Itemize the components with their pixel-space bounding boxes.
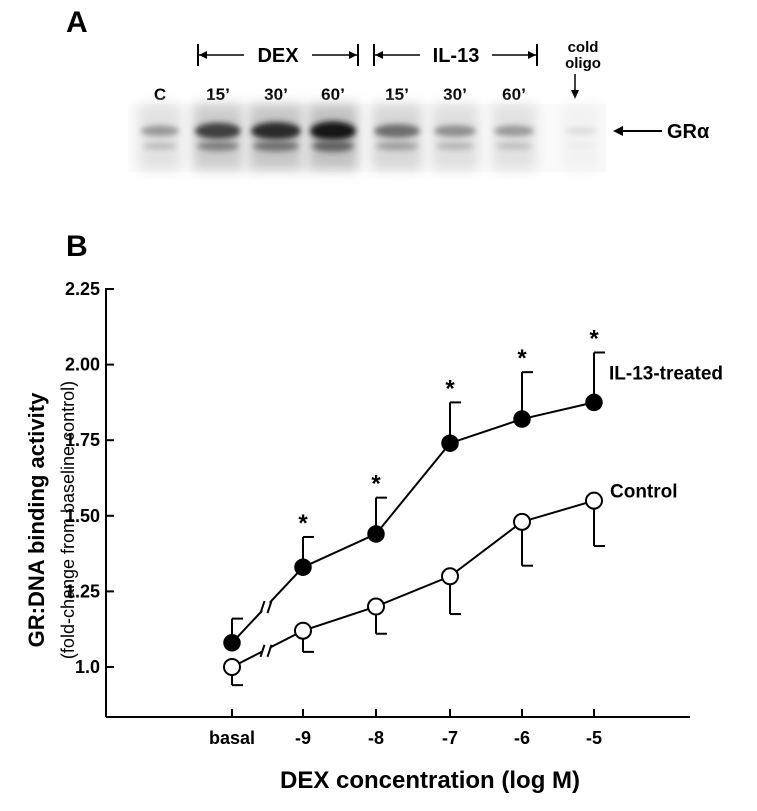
series-lines — [231, 401, 595, 668]
y-tick-label: 2.25 — [65, 279, 100, 299]
gr-alpha-arrow — [613, 126, 662, 136]
error-bars — [231, 351, 605, 687]
control-data-point — [441, 567, 459, 586]
lane-label: C — [154, 85, 166, 104]
significance-star: * — [371, 471, 381, 498]
western-blot — [128, 104, 606, 172]
x-tick-label: -6 — [514, 728, 530, 748]
x-axis-label: DEX concentration (log M) — [280, 767, 580, 794]
blot-lane — [193, 104, 243, 170]
y-tick-label: 1.75 — [65, 430, 100, 450]
control-data-point — [294, 621, 312, 640]
il13-bracket: IL-13 — [373, 44, 538, 67]
lower-band — [436, 142, 474, 150]
data-markers — [223, 393, 603, 676]
x-tick-label: -7 — [442, 728, 458, 748]
y-axis-sublabel: (fold-change from baseline control) — [58, 381, 78, 659]
line-chart: 1.01.251.501.752.002.25 basal -9 -8 -7 -6 -5 … — [65, 279, 723, 748]
y-tick-label: 2.00 — [65, 355, 100, 375]
gr-alpha-band — [494, 125, 534, 137]
lane-label: 60’ — [502, 85, 526, 104]
control-series-label: Control — [610, 482, 678, 503]
y-tick-label: 1.50 — [65, 506, 100, 526]
x-ticks: basal -9 -8 -7 -6 -5 — [209, 709, 602, 748]
panel-b-label: B — [66, 230, 88, 263]
gr-alpha-band — [565, 127, 597, 135]
control-data-point — [367, 597, 385, 616]
significance-star: * — [298, 510, 308, 537]
lower-band — [312, 140, 354, 152]
il13-data-point — [585, 393, 603, 412]
lower-band — [496, 142, 532, 150]
lane-label: 15’ — [206, 85, 230, 104]
control-series-line — [231, 499, 595, 668]
series-labels: IL-13-treated Control — [609, 364, 723, 503]
axis-break-gap — [262, 600, 270, 615]
x-tick-label: -5 — [586, 728, 602, 748]
gr-alpha-band — [374, 124, 420, 138]
blot-lane — [139, 104, 181, 170]
x-tick-label: basal — [209, 728, 255, 748]
y-axis-label: GR:DNA binding activity — [24, 392, 49, 647]
lower-band — [197, 141, 239, 151]
significance-star: * — [445, 375, 455, 402]
lower-band — [376, 141, 418, 151]
dex-group-label: DEX — [257, 45, 299, 67]
y-tick-label: 1.25 — [65, 581, 100, 601]
lane-labels: C 15’ 30’ 60’ 15’ 30’ 60’ — [154, 85, 526, 104]
gr-alpha-band — [141, 125, 179, 137]
il13-data-point — [223, 634, 241, 652]
control-data-point — [223, 658, 241, 676]
il13-data-point — [441, 434, 459, 452]
lane-label: 30’ — [264, 85, 288, 104]
lower-band — [143, 142, 177, 150]
blot-lane — [563, 104, 599, 170]
lane-label: 60’ — [321, 85, 345, 104]
control-data-point — [513, 512, 531, 531]
blot-lane — [372, 104, 422, 170]
il13-data-point — [367, 525, 385, 543]
il13-data-point — [513, 410, 531, 428]
axis-breaks — [259, 600, 273, 658]
axis-break-mark — [259, 600, 266, 614]
lane-label: 15’ — [385, 85, 409, 104]
lower-band — [567, 143, 595, 149]
x-tick-label: -8 — [368, 728, 384, 748]
y-ticks: 1.0 1.25 1.50 1.75 2.00 2.25 — [65, 279, 114, 677]
x-tick-label: -9 — [295, 728, 311, 748]
gr-alpha-band — [251, 122, 301, 140]
oligo-label: oligo — [565, 55, 601, 72]
gr-alpha-band — [434, 125, 476, 137]
significance-star: * — [517, 345, 527, 372]
axis-break-gap — [262, 643, 270, 658]
control-data-point — [585, 491, 603, 510]
significance-marks: * * * * * — [298, 326, 599, 537]
gr-alpha-label: GRα — [667, 121, 710, 143]
il13-data-point — [294, 558, 312, 576]
gr-alpha-band — [195, 122, 241, 140]
axis-break-mark — [266, 600, 273, 614]
axis-break-mark — [266, 644, 273, 658]
lower-band — [253, 140, 299, 152]
gr-alpha-band — [310, 121, 356, 141]
blot-lane — [432, 104, 478, 170]
il13-series-line — [231, 401, 595, 644]
chart-axes — [105, 288, 690, 718]
il13-group-label: IL-13 — [433, 45, 480, 67]
axis-break-mark — [259, 644, 266, 658]
il13-series-label: IL-13-treated — [609, 364, 723, 385]
panel-a-label: A — [66, 6, 88, 39]
significance-star: * — [589, 326, 599, 353]
blot-lane — [249, 104, 303, 170]
lane-label: 30’ — [443, 85, 467, 104]
blot-lane — [492, 104, 536, 170]
y-tick-label: 1.0 — [75, 657, 100, 677]
cold-label: cold — [568, 39, 599, 56]
dex-bracket: DEX — [197, 44, 359, 67]
blot-lane — [308, 104, 358, 170]
cold-oligo-arrow — [571, 74, 579, 99]
